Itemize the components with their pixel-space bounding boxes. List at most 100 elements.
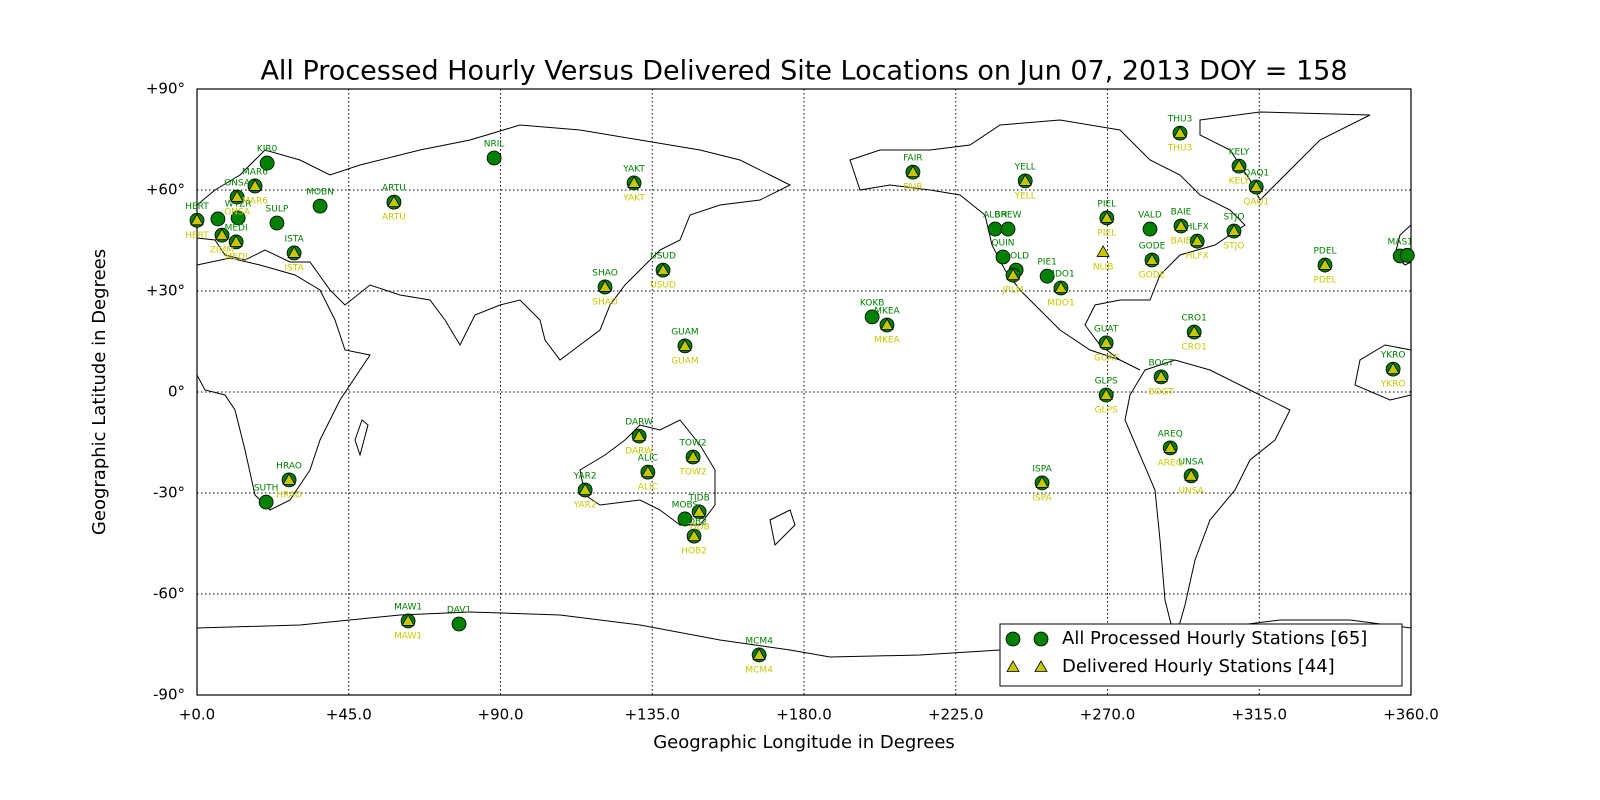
station-label: MKEA [874,307,900,317]
station-label: THU3 [1167,115,1193,125]
station-label: GUAT [1094,324,1119,334]
y-tick-label: -90° [153,686,185,704]
station-marker [987,221,1003,237]
station-marker [880,318,894,330]
station-label: BREW [995,211,1022,221]
station-label: ONSA [224,208,251,218]
station-label: MAS1 [1388,237,1413,247]
station-marker [752,648,766,660]
station-label: HRAO [276,461,302,471]
chart-title: All Processed Hourly Versus Delivered Si… [260,56,1347,87]
station-label: GOLD [1003,252,1029,262]
station-label: KOKB [860,298,885,308]
x-tick-label: +45.0 [326,706,372,724]
station-marker [486,150,502,166]
station-marker [387,195,401,208]
station-label: GUAM [671,356,698,366]
legend-marker [1005,631,1021,647]
madagascar [354,419,369,457]
australia [579,419,716,526]
x-tick-label: +225.0 [928,706,984,724]
station-label: ZIMM [210,246,234,256]
legend: All Processed Hourly Stations [65] Delive… [999,623,1403,687]
station-marker [451,616,467,632]
legend-marker [1033,631,1049,647]
station-label: ISTA [284,263,304,273]
legend-box [999,623,1403,687]
station-marker [230,190,244,202]
station-marker [1000,221,1016,237]
station-label: FAIR [903,154,922,164]
station-label: YAKT [622,193,645,203]
station-label: MAW1 [394,602,422,612]
station-marker [1187,325,1201,337]
station-marker [578,483,592,495]
station-marker [210,211,226,227]
station-label: ARTU [382,213,406,223]
station-marker [1318,258,1332,270]
station-label: STJO [1223,213,1244,223]
south-america [1124,359,1291,642]
station-marker [1190,234,1204,247]
station-marker [190,213,204,226]
station-label: ALBH [983,211,1007,221]
station-label: DARW [625,447,653,457]
station-marker [1227,224,1241,236]
x-tick-label: +270.0 [1080,706,1136,724]
station-marker [687,529,701,541]
station-label: ALIC [638,454,658,464]
station-label: STJO [1223,242,1244,252]
station-label: BAIE [1171,237,1192,247]
station-label: PDEL [1313,247,1336,257]
station-marker [864,309,880,325]
station-label: DAV1 [447,605,471,615]
station-label: YELL [1014,162,1036,172]
station-label: SULP [266,204,289,214]
station-label: ISPA [1032,464,1052,474]
station-marker [677,511,693,527]
station-label: GLPS [1095,377,1118,387]
station-label: GODE [1139,271,1166,281]
station-label: KELY [1229,177,1250,187]
station-marker [259,155,275,171]
station-marker [1173,126,1187,139]
station-label: PIEL [1097,228,1116,238]
station-label: UNSA [1178,486,1204,496]
station-label: MEDI [225,252,248,262]
station-marker [1249,180,1263,192]
station-label: DARW [625,418,653,428]
x-tick-label: +360.0 [1383,706,1439,724]
new-zealand [769,509,796,547]
station-marker [258,494,274,510]
station-label: TIDB [687,493,709,503]
station-label: MDO1 [1047,269,1075,279]
station-label: TOW2 [678,438,706,448]
station-marker [1100,211,1114,223]
y-tick-label: +90° [146,80,185,98]
station-marker [906,165,920,178]
legend-marker [1006,660,1020,672]
station-label: YKRO [1380,380,1406,390]
station-marker [627,176,641,188]
station-label: MCM4 [745,665,773,675]
station-marker [1096,245,1110,257]
station-label: NRIL [484,140,505,150]
station-marker [1006,268,1020,281]
africa [196,257,371,511]
station-label: UNSA [1178,457,1204,467]
station-label: HOB2 [681,547,707,557]
plot-frame [196,88,1412,696]
station-marker [1145,253,1159,265]
station-label: GUAM [671,327,698,337]
west-africa [1354,344,1412,401]
station-label: MOBN [306,188,334,198]
station-marker [692,505,706,517]
legend-label: All Processed Hourly Stations [65] [1062,628,1367,649]
station-label: USUD [650,281,676,291]
station-marker [282,473,296,485]
station-marker [656,263,670,276]
station-marker [1054,281,1068,293]
station-label: PIEL [1097,199,1116,209]
x-axis-label: Geographic Longitude in Degrees [653,732,955,753]
